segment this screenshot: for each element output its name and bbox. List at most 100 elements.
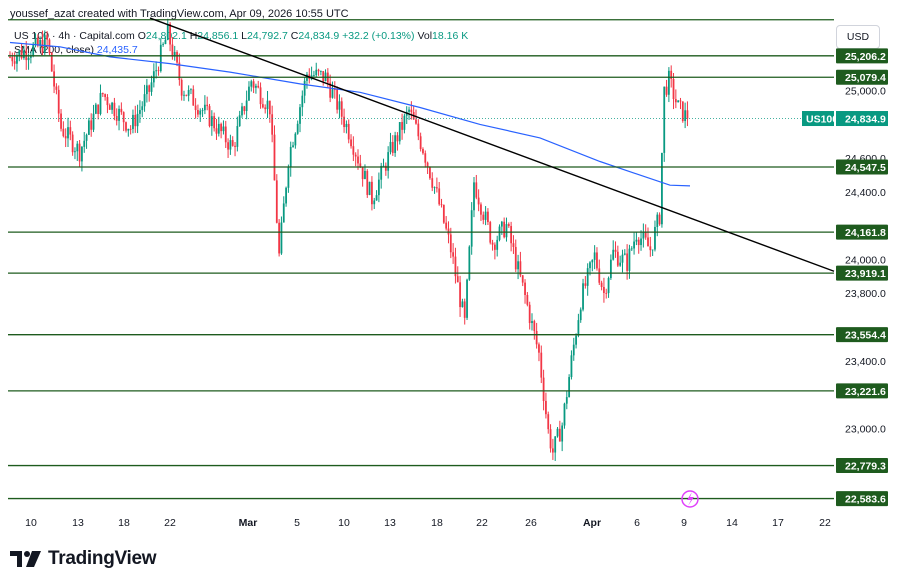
tradingview-logo-text: TradingView bbox=[48, 548, 157, 569]
candle-body bbox=[609, 259, 612, 279]
candle-body bbox=[39, 39, 42, 46]
open-value: 24,802.1 bbox=[145, 30, 187, 42]
candle-body bbox=[350, 139, 352, 147]
candle-body bbox=[148, 85, 151, 92]
levels-layer bbox=[8, 19, 834, 500]
candle-body bbox=[686, 110, 689, 119]
candle-body bbox=[32, 44, 35, 56]
candle-body bbox=[568, 377, 571, 398]
lightning-icon[interactable] bbox=[681, 490, 699, 508]
candle-body bbox=[41, 39, 44, 53]
candle-body bbox=[396, 135, 399, 142]
candle-body bbox=[92, 113, 95, 130]
candle-body bbox=[438, 188, 441, 205]
level-tag-bg bbox=[836, 69, 888, 85]
candle-body bbox=[157, 70, 160, 72]
candle-body bbox=[199, 110, 202, 115]
candle-body bbox=[603, 286, 605, 293]
candle-body bbox=[538, 344, 540, 353]
candle-body bbox=[213, 116, 216, 129]
candle-body bbox=[136, 113, 139, 127]
chart-credit: youssef_azat created with TradingView.co… bbox=[10, 8, 349, 20]
candle-body bbox=[169, 23, 171, 45]
candles-layer bbox=[9, 18, 689, 461]
candle-body bbox=[317, 69, 320, 72]
candle-body bbox=[551, 448, 554, 453]
level-tag-bg bbox=[836, 491, 888, 507]
x-tick-label: 17 bbox=[772, 517, 784, 529]
candle-body bbox=[540, 352, 543, 378]
x-tick-label: 22 bbox=[164, 517, 176, 529]
candle-body bbox=[510, 226, 513, 244]
currency-button[interactable]: USD bbox=[836, 25, 880, 49]
candle-body bbox=[598, 268, 601, 283]
level-tag-bg bbox=[836, 383, 888, 399]
y-tick-label: 23,400.0 bbox=[845, 356, 886, 368]
candle-body bbox=[190, 89, 192, 91]
candle-body bbox=[201, 110, 204, 112]
candle-body bbox=[62, 128, 65, 137]
candle-body bbox=[261, 104, 264, 108]
candle-body bbox=[141, 106, 144, 111]
candle-body bbox=[11, 57, 14, 62]
tradingview-logo-icon bbox=[10, 551, 41, 567]
candle-body bbox=[665, 86, 668, 95]
volume-value: 18.16 K bbox=[432, 30, 469, 42]
candle-body bbox=[637, 239, 640, 246]
candle-body bbox=[528, 304, 531, 324]
candle-body bbox=[289, 146, 292, 168]
candle-body bbox=[647, 237, 649, 247]
candle-body bbox=[180, 79, 183, 96]
candle-body bbox=[387, 152, 390, 171]
x-tick-label: Mar bbox=[239, 517, 258, 529]
candle-body bbox=[74, 151, 76, 153]
tradingview-logo[interactable]: TradingView bbox=[10, 548, 157, 570]
candle-body bbox=[76, 143, 79, 152]
candle-body bbox=[359, 163, 362, 168]
candle-body bbox=[524, 282, 526, 295]
candle-body bbox=[250, 81, 253, 87]
candle-body bbox=[243, 106, 246, 112]
candle-body bbox=[575, 335, 577, 345]
candle-body bbox=[9, 56, 11, 58]
candle-body bbox=[507, 224, 510, 227]
candle-body bbox=[78, 143, 81, 162]
close-label: C bbox=[290, 30, 299, 42]
candle-body bbox=[582, 283, 584, 310]
candle-body bbox=[459, 282, 461, 308]
candle-body bbox=[143, 94, 146, 107]
candle-body bbox=[292, 145, 294, 147]
level-tag-bg bbox=[836, 265, 888, 281]
candle-body bbox=[139, 110, 141, 114]
volume-label: Vol bbox=[417, 30, 433, 42]
candle-body bbox=[542, 377, 545, 401]
y-axis: 25,000.024,600.024,400.024,000.023,800.0… bbox=[845, 86, 886, 436]
candle-body bbox=[498, 226, 501, 240]
candle-body bbox=[440, 204, 443, 206]
candle-body bbox=[644, 232, 647, 238]
candle-body bbox=[301, 95, 304, 108]
x-tick-label: 26 bbox=[525, 517, 537, 529]
candle-body bbox=[18, 50, 21, 57]
candle-body bbox=[612, 249, 615, 260]
candle-body bbox=[661, 152, 663, 225]
candle-body bbox=[145, 85, 148, 95]
candle-body bbox=[118, 108, 120, 121]
candle-body bbox=[586, 268, 589, 286]
candle-body bbox=[264, 107, 267, 110]
candle-body bbox=[192, 89, 195, 106]
low-label: L bbox=[241, 30, 247, 42]
candle-body bbox=[679, 100, 682, 102]
candle-body bbox=[282, 203, 285, 223]
candle-body bbox=[658, 214, 661, 225]
sma-line bbox=[9, 41, 691, 187]
candle-body bbox=[108, 105, 111, 110]
price-symbol-tag: US100 bbox=[806, 114, 838, 126]
candle-body bbox=[94, 104, 97, 114]
candle-body bbox=[203, 104, 206, 111]
ohlc-legend: US 100 · 4h · Capital.com O24,802.1 H24,… bbox=[14, 30, 468, 42]
candle-body bbox=[296, 123, 299, 134]
candle-body bbox=[456, 276, 459, 283]
candle-body bbox=[445, 222, 448, 229]
